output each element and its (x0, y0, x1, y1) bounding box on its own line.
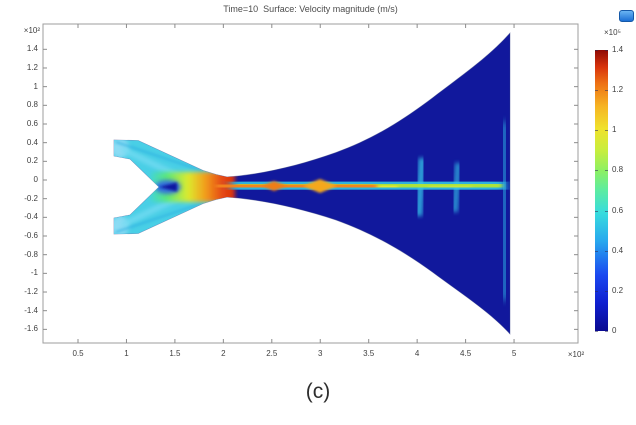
colorbar-tick-mark (595, 250, 598, 252)
colorbar-tick-label: 0.4 (612, 245, 624, 255)
colorbar-tick-mark (595, 130, 598, 132)
x-tick-label: 4 (414, 349, 420, 358)
colorbar-tick-mark (605, 90, 608, 92)
x-tick-label: 2.5 (266, 349, 278, 358)
x-tick-label: 3.5 (363, 349, 375, 358)
colorbar-multiplier: ×10⁵ (604, 28, 621, 37)
y-tick-label: 0.6 (26, 118, 38, 128)
colorbar-tick-label: 0.6 (612, 205, 624, 215)
y-tick-label: -0.4 (24, 212, 38, 222)
x-tick-label: 2 (221, 349, 226, 358)
y-tick-label: 0 (33, 175, 38, 184)
y-tick-label: -0.2 (24, 193, 38, 203)
jet (215, 121, 509, 301)
y-tick-label: 0.2 (26, 156, 38, 166)
colorbar-tick-mark (595, 90, 598, 92)
x-axis-multiplier: ×10² (567, 350, 585, 359)
stagnation-wedge (159, 182, 177, 192)
y-tick-label: -1.6 (24, 324, 38, 334)
x-tick-label: 4.5 (460, 349, 472, 358)
x-tick-label: 0.5 (72, 349, 84, 358)
colorbar-tick-mark (605, 250, 608, 252)
colorbar-tick-mark (595, 210, 598, 212)
colorbar-tick-mark (595, 170, 598, 172)
colorbar-tick-mark (605, 210, 608, 212)
y-tick-label: 1 (33, 81, 38, 91)
x-tick-label: 3 (318, 349, 323, 358)
colorbar-tick-label: 0.8 (612, 165, 624, 175)
colorbar (595, 50, 608, 331)
y-axis-multiplier: ×10² (23, 26, 40, 35)
colorbar-tick-label: 1.4 (612, 45, 624, 54)
colorbar-tick-mark (605, 290, 608, 292)
colorbar-tick-mark (605, 50, 608, 51)
colorbar-tick-label: 1.2 (612, 85, 624, 95)
axis-ticks (43, 24, 578, 343)
colorbar-tick-mark (605, 331, 608, 332)
x-tick-label: 5 (511, 349, 517, 358)
graphics-toolbar-icon[interactable] (619, 10, 634, 22)
x-tick-label: 1.5 (169, 349, 181, 358)
y-tick-label: -1 (30, 268, 38, 278)
y-tick-label: -0.6 (24, 231, 38, 240)
y-tick-label: 1.4 (26, 44, 38, 54)
colorbar-tick-mark (595, 331, 598, 332)
colorbar-tick-label: 1 (612, 125, 617, 135)
y-tick-label: 0.8 (26, 100, 38, 110)
colorbar-tick-mark (595, 290, 598, 292)
x-tick-label: 1 (124, 349, 129, 358)
colorbar-tick-mark (605, 130, 608, 132)
y-tick-label: 0.4 (26, 137, 38, 147)
y-tick-label: -0.8 (24, 249, 38, 259)
y-tick-label: -1.2 (24, 287, 38, 297)
y-tick-label: 1.2 (26, 62, 38, 72)
colorbar-tick-mark (595, 50, 598, 51)
plot-title: Time=10 Surface: Velocity magnitude (m/s… (223, 4, 398, 14)
colorbar-tick-label: 0.2 (612, 285, 624, 295)
y-tick-label: -1.4 (24, 305, 38, 315)
figure-caption: (c) (305, 380, 331, 403)
colorbar-tick-label: 0 (612, 326, 617, 335)
colorbar-tick-mark (605, 170, 608, 172)
